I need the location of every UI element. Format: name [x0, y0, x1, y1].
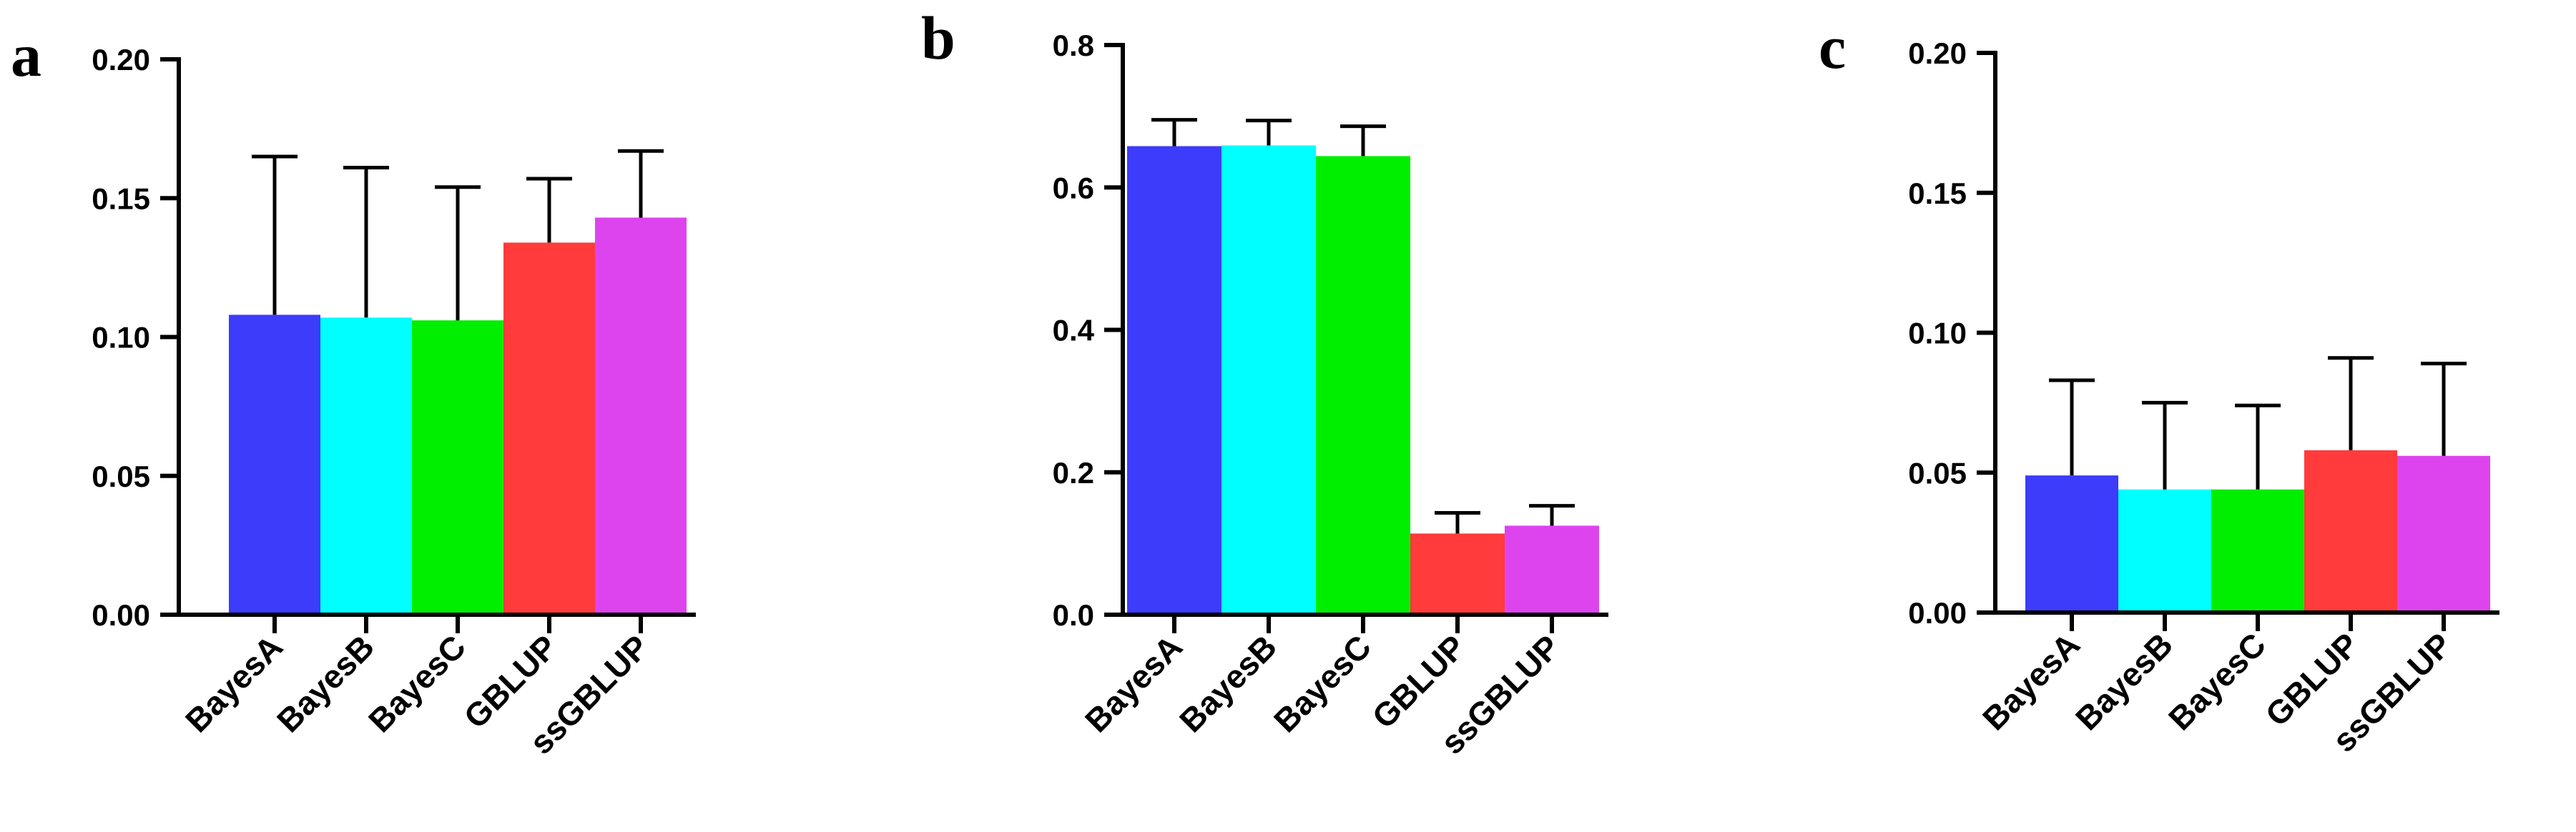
x-tick-label-bayesa: BayesA — [1975, 625, 2087, 737]
y-tick-label: 0.15 — [92, 182, 150, 215]
panel-letter: a — [11, 21, 41, 89]
bar-gblup — [1410, 533, 1505, 615]
y-tick-label: 0.05 — [92, 460, 150, 493]
chart-panel-b: b0.00.20.40.60.8BayesABayesBBayesCGBLUPs… — [921, 4, 1608, 761]
x-tick-label-bayesc: BayesC — [1267, 628, 1378, 739]
bar-gblup — [2304, 450, 2397, 613]
bar-bayesb — [1221, 145, 1316, 615]
chart-panel-a: a0.000.050.100.150.20BayesABayesBBayesCG… — [11, 21, 696, 761]
bar-bayesa — [229, 315, 320, 615]
panel-letter: b — [921, 4, 955, 72]
x-tick-label-bayesa: BayesA — [1078, 628, 1189, 739]
y-tick-label: 0.20 — [1908, 36, 1967, 70]
y-tick-label: 0.4 — [1053, 314, 1095, 347]
y-tick-label: 0.10 — [1908, 317, 1967, 350]
y-tick-label: 0.00 — [92, 598, 150, 632]
y-tick-label: 0.2 — [1053, 456, 1094, 490]
x-tick-label-bayesb: BayesB — [2068, 625, 2180, 737]
bar-ssgblup — [1505, 525, 1599, 615]
bar-ssgblup — [2397, 455, 2490, 613]
y-tick-label: 0.15 — [1908, 177, 1967, 210]
chart-panel-c: c0.000.050.100.150.20BayesABayesBBayesCG… — [1819, 13, 2499, 759]
y-tick-label: 0.6 — [1053, 171, 1094, 204]
x-tick-label-bayesb: BayesB — [1172, 628, 1284, 739]
bar-bayesa — [1127, 146, 1221, 615]
x-tick-label-bayesb: BayesB — [270, 628, 381, 739]
y-tick-label: 0.05 — [1908, 456, 1967, 490]
bar-bayesb — [320, 317, 412, 615]
y-tick-label: 0.20 — [92, 43, 150, 76]
bar-bayesc — [2211, 489, 2304, 613]
bar-bayesb — [2118, 489, 2211, 613]
bar-bayesc — [1316, 156, 1410, 615]
y-tick-label: 0.8 — [1053, 29, 1094, 62]
bar-gblup — [503, 242, 595, 615]
x-tick-label-bayesa: BayesA — [178, 628, 290, 739]
x-tick-label-bayesc: BayesC — [361, 628, 473, 739]
y-tick-label: 0.10 — [92, 321, 150, 355]
panel-letter: c — [1819, 13, 1846, 81]
bar-ssgblup — [595, 217, 687, 615]
bar-bayesc — [412, 320, 503, 615]
y-tick-label: 0.00 — [1908, 596, 1967, 630]
bar-bayesa — [2025, 475, 2118, 613]
y-tick-label: 0.0 — [1053, 598, 1094, 632]
x-tick-label-bayesc: BayesC — [2161, 625, 2273, 737]
